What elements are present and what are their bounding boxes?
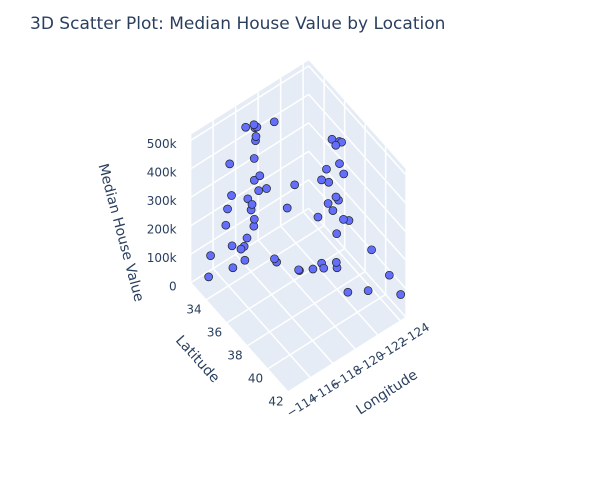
chart-title: 3D Scatter Plot: Median House Value by L… (30, 14, 445, 34)
point (335, 159, 344, 168)
grid-line (308, 122, 407, 233)
point (323, 199, 333, 208)
point (294, 265, 303, 275)
grid-line (190, 179, 310, 255)
x-tick-label: −114 (284, 391, 319, 420)
z-tick-label: 300k (147, 194, 177, 208)
y-tick-label: 34 (186, 303, 201, 317)
point (282, 203, 292, 213)
grid-line (267, 293, 387, 370)
point (313, 212, 323, 222)
point (384, 270, 394, 280)
point (343, 287, 353, 297)
grid-line (287, 316, 407, 393)
back-wall-pane (190, 60, 309, 283)
z-tick-label: 500k (147, 137, 177, 151)
grid-line (190, 282, 289, 393)
point (331, 258, 341, 267)
point (363, 286, 373, 295)
point (247, 200, 257, 209)
point (317, 175, 326, 185)
z-axis-title: Median House Value (95, 162, 147, 303)
point (367, 245, 376, 255)
y-tick-label: 40 (248, 372, 263, 386)
y-tick-label: 42 (268, 395, 283, 409)
point (332, 229, 342, 239)
point (308, 264, 318, 274)
grid-line (190, 65, 310, 142)
point (251, 132, 261, 141)
point (322, 164, 331, 174)
point (254, 186, 264, 196)
point (240, 255, 250, 265)
point (236, 244, 246, 254)
grid-line (212, 268, 312, 379)
point (227, 241, 237, 251)
side-wall-pane (308, 60, 407, 318)
grid-line (190, 93, 310, 170)
point (255, 171, 265, 181)
grid-line (308, 207, 407, 318)
z-tick-label: 0 (169, 279, 177, 293)
point (270, 254, 279, 264)
point (328, 206, 338, 215)
point (249, 214, 259, 224)
point (396, 290, 406, 299)
point (227, 191, 236, 200)
point (339, 169, 349, 179)
point (331, 192, 341, 202)
point (223, 204, 232, 214)
point (249, 120, 259, 130)
point (331, 140, 341, 150)
y-tick-label: 38 (227, 349, 242, 363)
point (319, 263, 329, 273)
point (242, 233, 252, 243)
z-tick-label: 200k (147, 222, 177, 236)
y-axis-title: Latitude (172, 333, 222, 387)
z-tick-label: 400k (147, 165, 177, 179)
point (262, 184, 271, 193)
grid-line (190, 207, 310, 284)
point (241, 122, 251, 132)
point (225, 159, 235, 169)
grid-line (235, 253, 334, 365)
grid-line (302, 211, 402, 322)
point (228, 263, 238, 273)
grid-line (308, 65, 407, 176)
grid-line (308, 93, 407, 205)
point (324, 177, 334, 187)
points (204, 117, 406, 299)
point (204, 272, 213, 282)
point (290, 180, 300, 190)
grid-line (280, 225, 379, 336)
point (269, 117, 279, 127)
grid-line (205, 224, 325, 301)
point (249, 154, 259, 163)
grid-line (190, 122, 310, 198)
point (339, 215, 348, 224)
y-tick-label: 36 (207, 326, 222, 340)
point (206, 251, 215, 260)
grid-line (308, 179, 407, 290)
grid-line (190, 150, 310, 227)
point (221, 220, 231, 230)
z-tick-label: 100k (147, 251, 177, 265)
grid-line (246, 270, 366, 347)
